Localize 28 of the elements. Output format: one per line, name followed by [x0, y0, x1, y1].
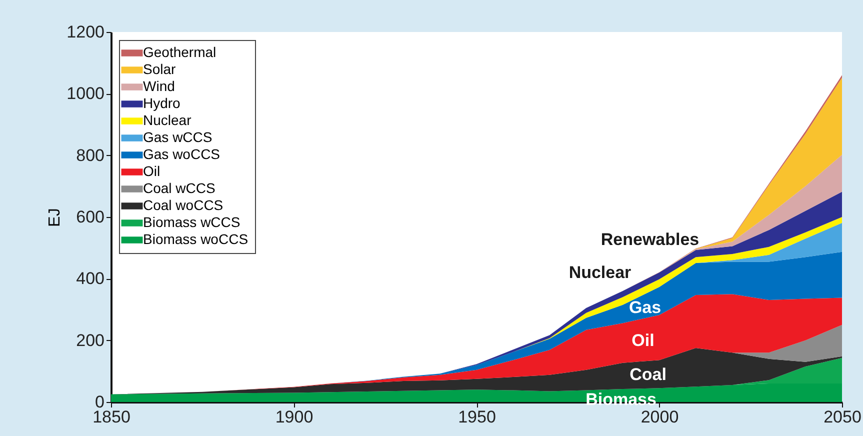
legend-label: Biomass wCCS: [143, 214, 240, 230]
legend-label: Nuclear: [143, 112, 192, 128]
x-tick-label: 1900: [275, 408, 314, 426]
annotation: Coal: [630, 365, 666, 384]
legend-label: Geothermal: [143, 44, 216, 60]
y-tick-label: 600: [76, 208, 104, 226]
x-tick-label: 2050: [824, 408, 862, 426]
legend-label: Coal woCCS: [143, 197, 224, 213]
y-tick-label: 1000: [66, 84, 104, 104]
legend-label: Gas wCCS: [143, 129, 212, 145]
annotation: Gas: [628, 298, 662, 317]
annotation: Oil: [632, 331, 654, 350]
x-tick-label: 2000: [640, 408, 679, 426]
y-tick-label: 200: [76, 330, 104, 350]
legend-label: Hydro: [143, 95, 181, 111]
y-axis-title: EJ: [46, 208, 64, 227]
legend-label: Oil: [143, 163, 160, 179]
y-tick-label: 400: [76, 269, 104, 288]
annotation: Nuclear: [568, 263, 632, 282]
x-tick-label: 1950: [458, 408, 496, 426]
legend-label: Gas woCCS: [143, 146, 220, 162]
legend-label: Wind: [143, 78, 175, 94]
annotation: Renewables: [600, 230, 700, 249]
y-tick-label: 1200: [66, 22, 104, 42]
legend-label: Coal wCCS: [143, 180, 216, 196]
legend-label: Biomass woCCS: [143, 231, 248, 247]
legend-label: Solar: [143, 61, 176, 77]
y-tick-label: 800: [76, 146, 104, 165]
